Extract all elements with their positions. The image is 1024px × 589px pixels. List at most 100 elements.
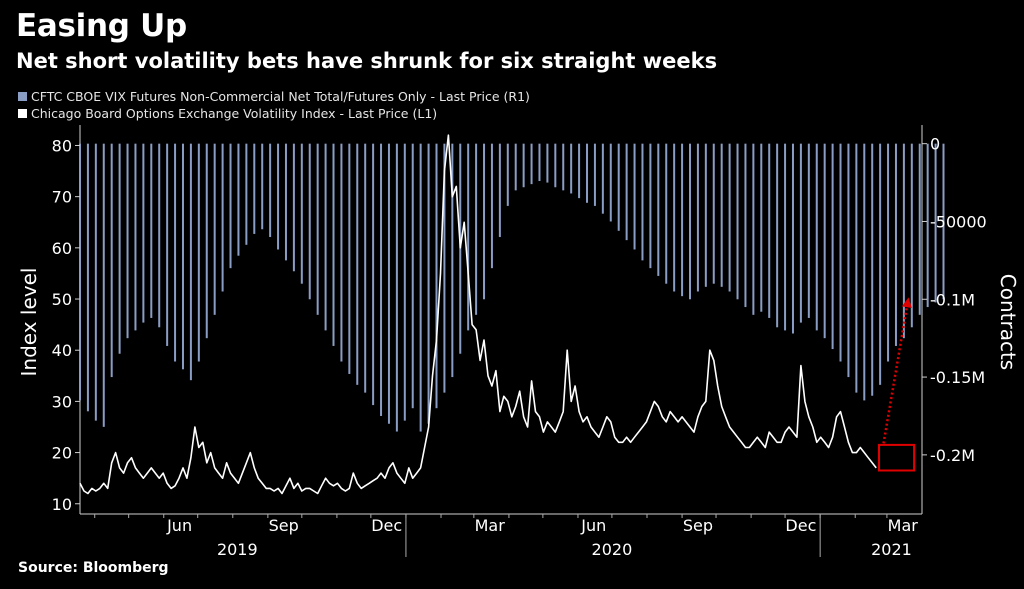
x-tick-label-month: Mar [475,516,506,535]
bar [395,143,398,432]
bar [863,143,866,401]
bar [760,143,763,312]
bar [356,143,359,385]
bar [823,143,826,339]
x-tick-label-month: Dec [371,516,402,535]
legend-swatch-vix [18,109,27,118]
bar [673,143,676,292]
bar [586,143,589,203]
bar [166,143,169,346]
bar [221,143,224,292]
annotations [877,297,916,472]
y-tick-label-right: -0.2M [930,446,975,465]
bar [403,143,406,421]
dotted-arrow-head [901,297,912,309]
bar [490,143,493,269]
bar [340,143,343,362]
bar [300,143,303,284]
bar [894,143,897,346]
bar [348,143,351,374]
y-axis-label-left: Index level [17,268,41,377]
bar [411,143,414,409]
bar [649,143,652,269]
bar [839,143,842,362]
bar [704,143,707,287]
bar [720,143,723,287]
bar [926,143,929,308]
bar [617,143,620,231]
bar [736,143,739,300]
bar [483,143,486,300]
bar [86,143,89,412]
bar [807,143,810,318]
y-axis-right: 0 -50000 -0.1M -0.15M -0.2M [922,135,987,465]
dotted-arrow-shaft [882,300,910,444]
bar [855,143,858,393]
bar [387,143,390,424]
bar [332,143,335,346]
bar [910,143,913,328]
bar [364,143,367,393]
bar [831,143,834,350]
bar [871,143,874,396]
bar [768,143,771,318]
bar [213,143,216,315]
bar [380,143,383,416]
bar [902,143,905,339]
y-tick-label-left: 20 [52,444,72,463]
y-tick-label-left: 70 [52,188,72,207]
bar [609,143,612,222]
bar [189,143,192,381]
y-tick-label-right: -50000 [930,212,987,231]
bar [443,143,446,393]
bar [562,143,565,191]
y-tick-label-left: 40 [52,341,72,360]
bar [546,143,549,183]
chart-subtitle: Net short volatility bets have shrunk fo… [16,49,718,73]
bar [253,143,256,234]
x-tick-label-month: Sep [683,516,713,535]
bar [696,143,699,292]
bar [126,143,129,339]
bar [593,143,596,206]
bar [142,143,145,323]
bar [261,143,264,230]
bar [625,143,628,241]
bar [118,143,121,354]
bar [688,143,691,300]
bar [419,143,422,432]
bar [284,143,287,261]
bar [522,143,525,188]
x-axis: Jun Sep Dec Mar Jun Sep Dec Mar 2019 2020 2021 [94,514,919,559]
bar [158,143,161,328]
y-axis-left: 10 20 30 40 50 60 70 80 [52,136,80,514]
bar [277,143,280,250]
x-tick-label-year: 2019 [217,540,258,559]
bar [530,143,533,185]
bar [784,143,787,331]
x-tick-label-year: 2021 [871,540,912,559]
bar [578,143,581,199]
bar [269,143,272,238]
bar [197,143,200,362]
y-tick-label-left: 80 [52,136,72,155]
bar [791,143,794,334]
y-tick-label-left: 50 [52,290,72,309]
bar [245,143,248,245]
bar-series-cftc [79,143,945,432]
bar [641,143,644,261]
bar [435,143,438,409]
bar [174,143,177,362]
vix-line [79,134,877,495]
chart-title: Easing Up [16,8,187,44]
x-tick-label-month: Mar [888,516,919,535]
bar [324,143,327,331]
bar [150,143,153,318]
bar [427,143,430,424]
bar [538,143,541,182]
bar [94,143,97,421]
x-tick-label-month: Dec [785,516,816,535]
bar [657,143,660,276]
bar [879,143,882,385]
bar [467,143,470,331]
